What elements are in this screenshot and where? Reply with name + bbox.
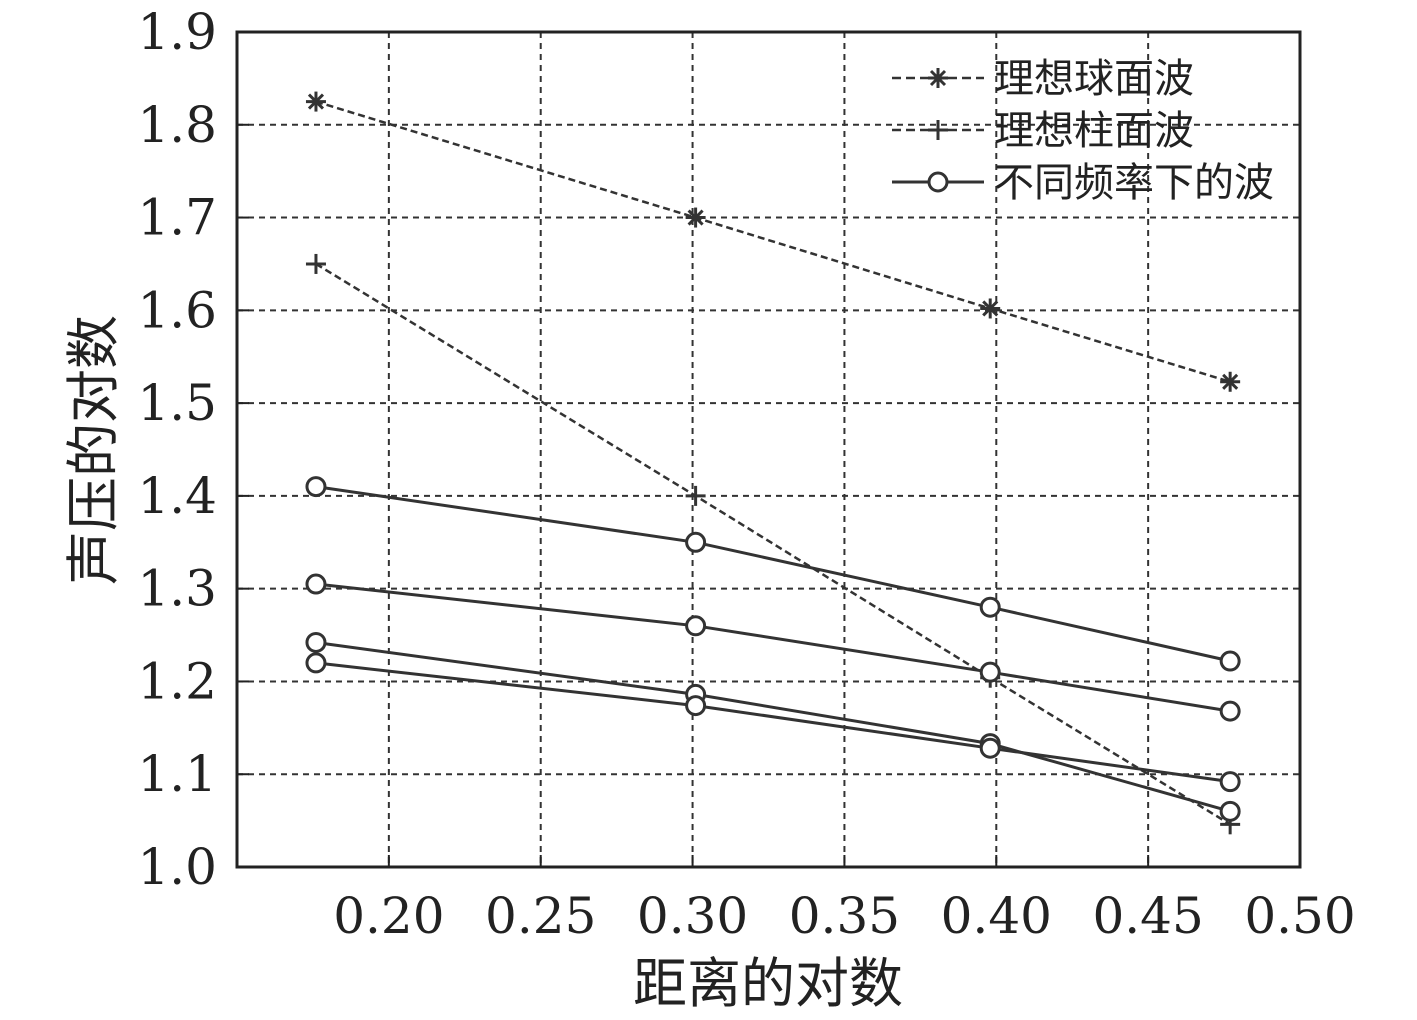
- y-tick-label: 1.0: [137, 838, 217, 896]
- series-1: [305, 91, 1241, 392]
- legend-entry: 不同频率下的波: [892, 160, 1274, 206]
- data-point: [980, 298, 1001, 319]
- data-point: [1220, 371, 1241, 392]
- series-line: [315, 641, 1231, 813]
- legend-entry: 理想柱面波: [892, 108, 1194, 154]
- x-tick-label: 0.25: [485, 887, 596, 945]
- data-point: [685, 695, 707, 717]
- legend-marker: [928, 68, 948, 88]
- series-5: [305, 631, 1241, 822]
- y-tick-label: 1.5: [137, 374, 217, 432]
- y-axis-title: 声压的对数: [62, 315, 125, 585]
- y-tick-label: 1.6: [137, 281, 217, 339]
- y-tick-label: 1.1: [137, 745, 217, 803]
- data-point: [979, 596, 1001, 618]
- series-line: [315, 661, 1231, 784]
- y-tick-label: 1.7: [137, 189, 217, 247]
- legend-label: 理想柱面波: [994, 108, 1194, 154]
- series-4: [305, 573, 1241, 722]
- axis-title-layer: 距离的对数 声压的对数: [62, 315, 903, 1015]
- x-tick-label: 0.30: [637, 887, 748, 945]
- legend-marker: [928, 120, 948, 140]
- series-line: [315, 100, 1231, 383]
- data-point: [1219, 800, 1241, 822]
- x-axis-title: 距离的对数: [633, 952, 903, 1015]
- series-6: [305, 652, 1241, 793]
- data-point: [1219, 700, 1241, 722]
- x-tick-label: 0.35: [789, 887, 900, 945]
- data-point: [979, 737, 1001, 759]
- tick-layer: 0.20 0.25 0.30 0.35 0.40 0.45 0.50 1.0 1.1 1.2 1.3…: [137, 3, 1355, 945]
- legend-marker: [927, 171, 949, 193]
- data-point: [1219, 650, 1241, 672]
- x-tick-label: 0.50: [1244, 887, 1355, 945]
- data-point: [685, 615, 707, 637]
- x-tick-label: 0.45: [1092, 887, 1203, 945]
- series-3: [305, 476, 1241, 672]
- y-tick-label: 1.9: [137, 3, 217, 61]
- y-tick-label: 1.2: [137, 652, 217, 710]
- series-line: [315, 582, 1231, 713]
- plot-frame: [235, 30, 1302, 869]
- series-line: [315, 485, 1231, 663]
- y-tick-label: 1.3: [137, 560, 217, 618]
- x-tick-label: 0.20: [333, 887, 444, 945]
- series-line: [315, 262, 1231, 826]
- data-point: [305, 631, 327, 653]
- grid-layer: [237, 32, 1300, 867]
- x-tick-label: 0.40: [941, 887, 1052, 945]
- legend-label: 不同频率下的波: [994, 160, 1274, 206]
- data-point: [305, 91, 326, 112]
- data-point: [979, 661, 1001, 683]
- legend-entry: 理想球面波: [892, 56, 1194, 102]
- legend-label: 理想球面波: [994, 56, 1194, 102]
- data-point: [305, 476, 327, 498]
- data-point: [685, 485, 706, 506]
- y-tick-label: 1.8: [137, 96, 217, 154]
- data-point: [685, 207, 706, 228]
- data-point: [685, 531, 707, 553]
- y-tick-label: 1.4: [137, 467, 217, 525]
- data-point: [305, 253, 326, 274]
- data-point: [305, 652, 327, 674]
- series-layer: [305, 91, 1241, 835]
- data-point: [1219, 771, 1241, 793]
- data-point: [305, 573, 327, 595]
